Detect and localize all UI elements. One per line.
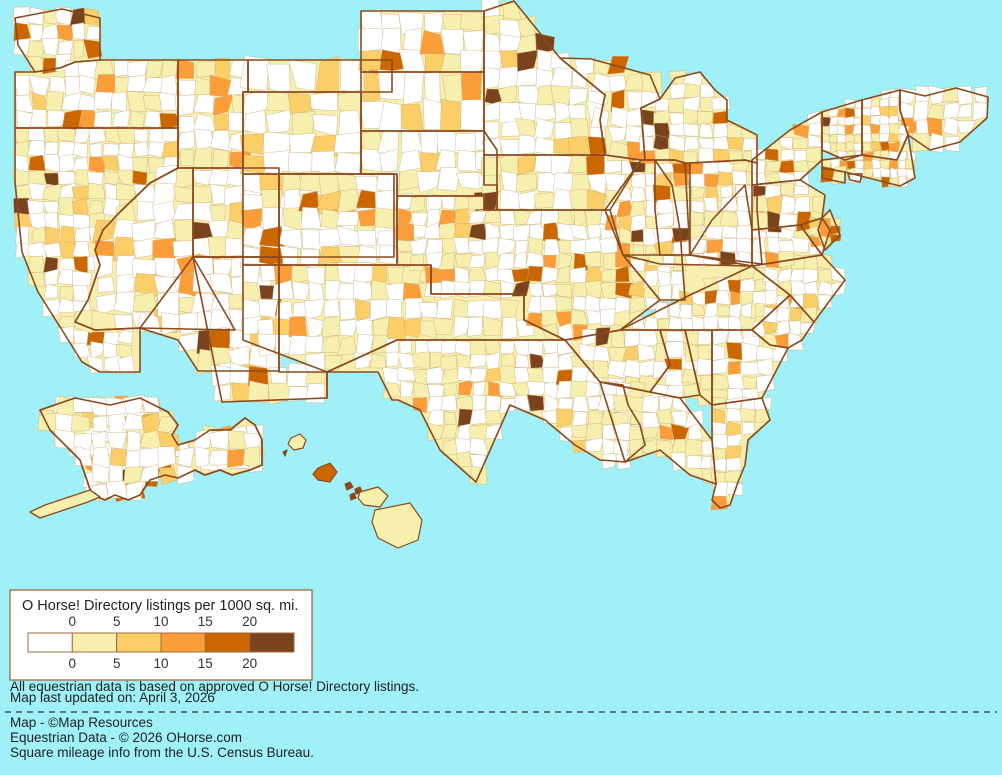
svg-text:Square mileage info from the U: Square mileage info from the U.S. Census… [10, 745, 314, 760]
svg-text:20: 20 [242, 614, 257, 629]
svg-text:O Horse! Directory listings pe: O Horse! Directory listings per 1000 sq.… [22, 598, 298, 614]
svg-text:20: 20 [242, 656, 257, 671]
svg-text:Map last updated on: April 3,: Map last updated on: April 3, 2026 [10, 690, 215, 705]
svg-text:10: 10 [153, 614, 168, 629]
svg-text:15: 15 [198, 614, 213, 629]
svg-text:5: 5 [113, 656, 121, 671]
svg-text:10: 10 [153, 656, 168, 671]
svg-text:Map - ©Map Resources: Map - ©Map Resources [10, 715, 153, 730]
svg-text:Equestrian Data - © 2026 OHors: Equestrian Data - © 2026 OHorse.com [10, 730, 242, 745]
svg-text:15: 15 [198, 656, 213, 671]
svg-text:0: 0 [69, 656, 77, 671]
svg-text:0: 0 [69, 614, 77, 629]
svg-text:5: 5 [113, 614, 121, 629]
